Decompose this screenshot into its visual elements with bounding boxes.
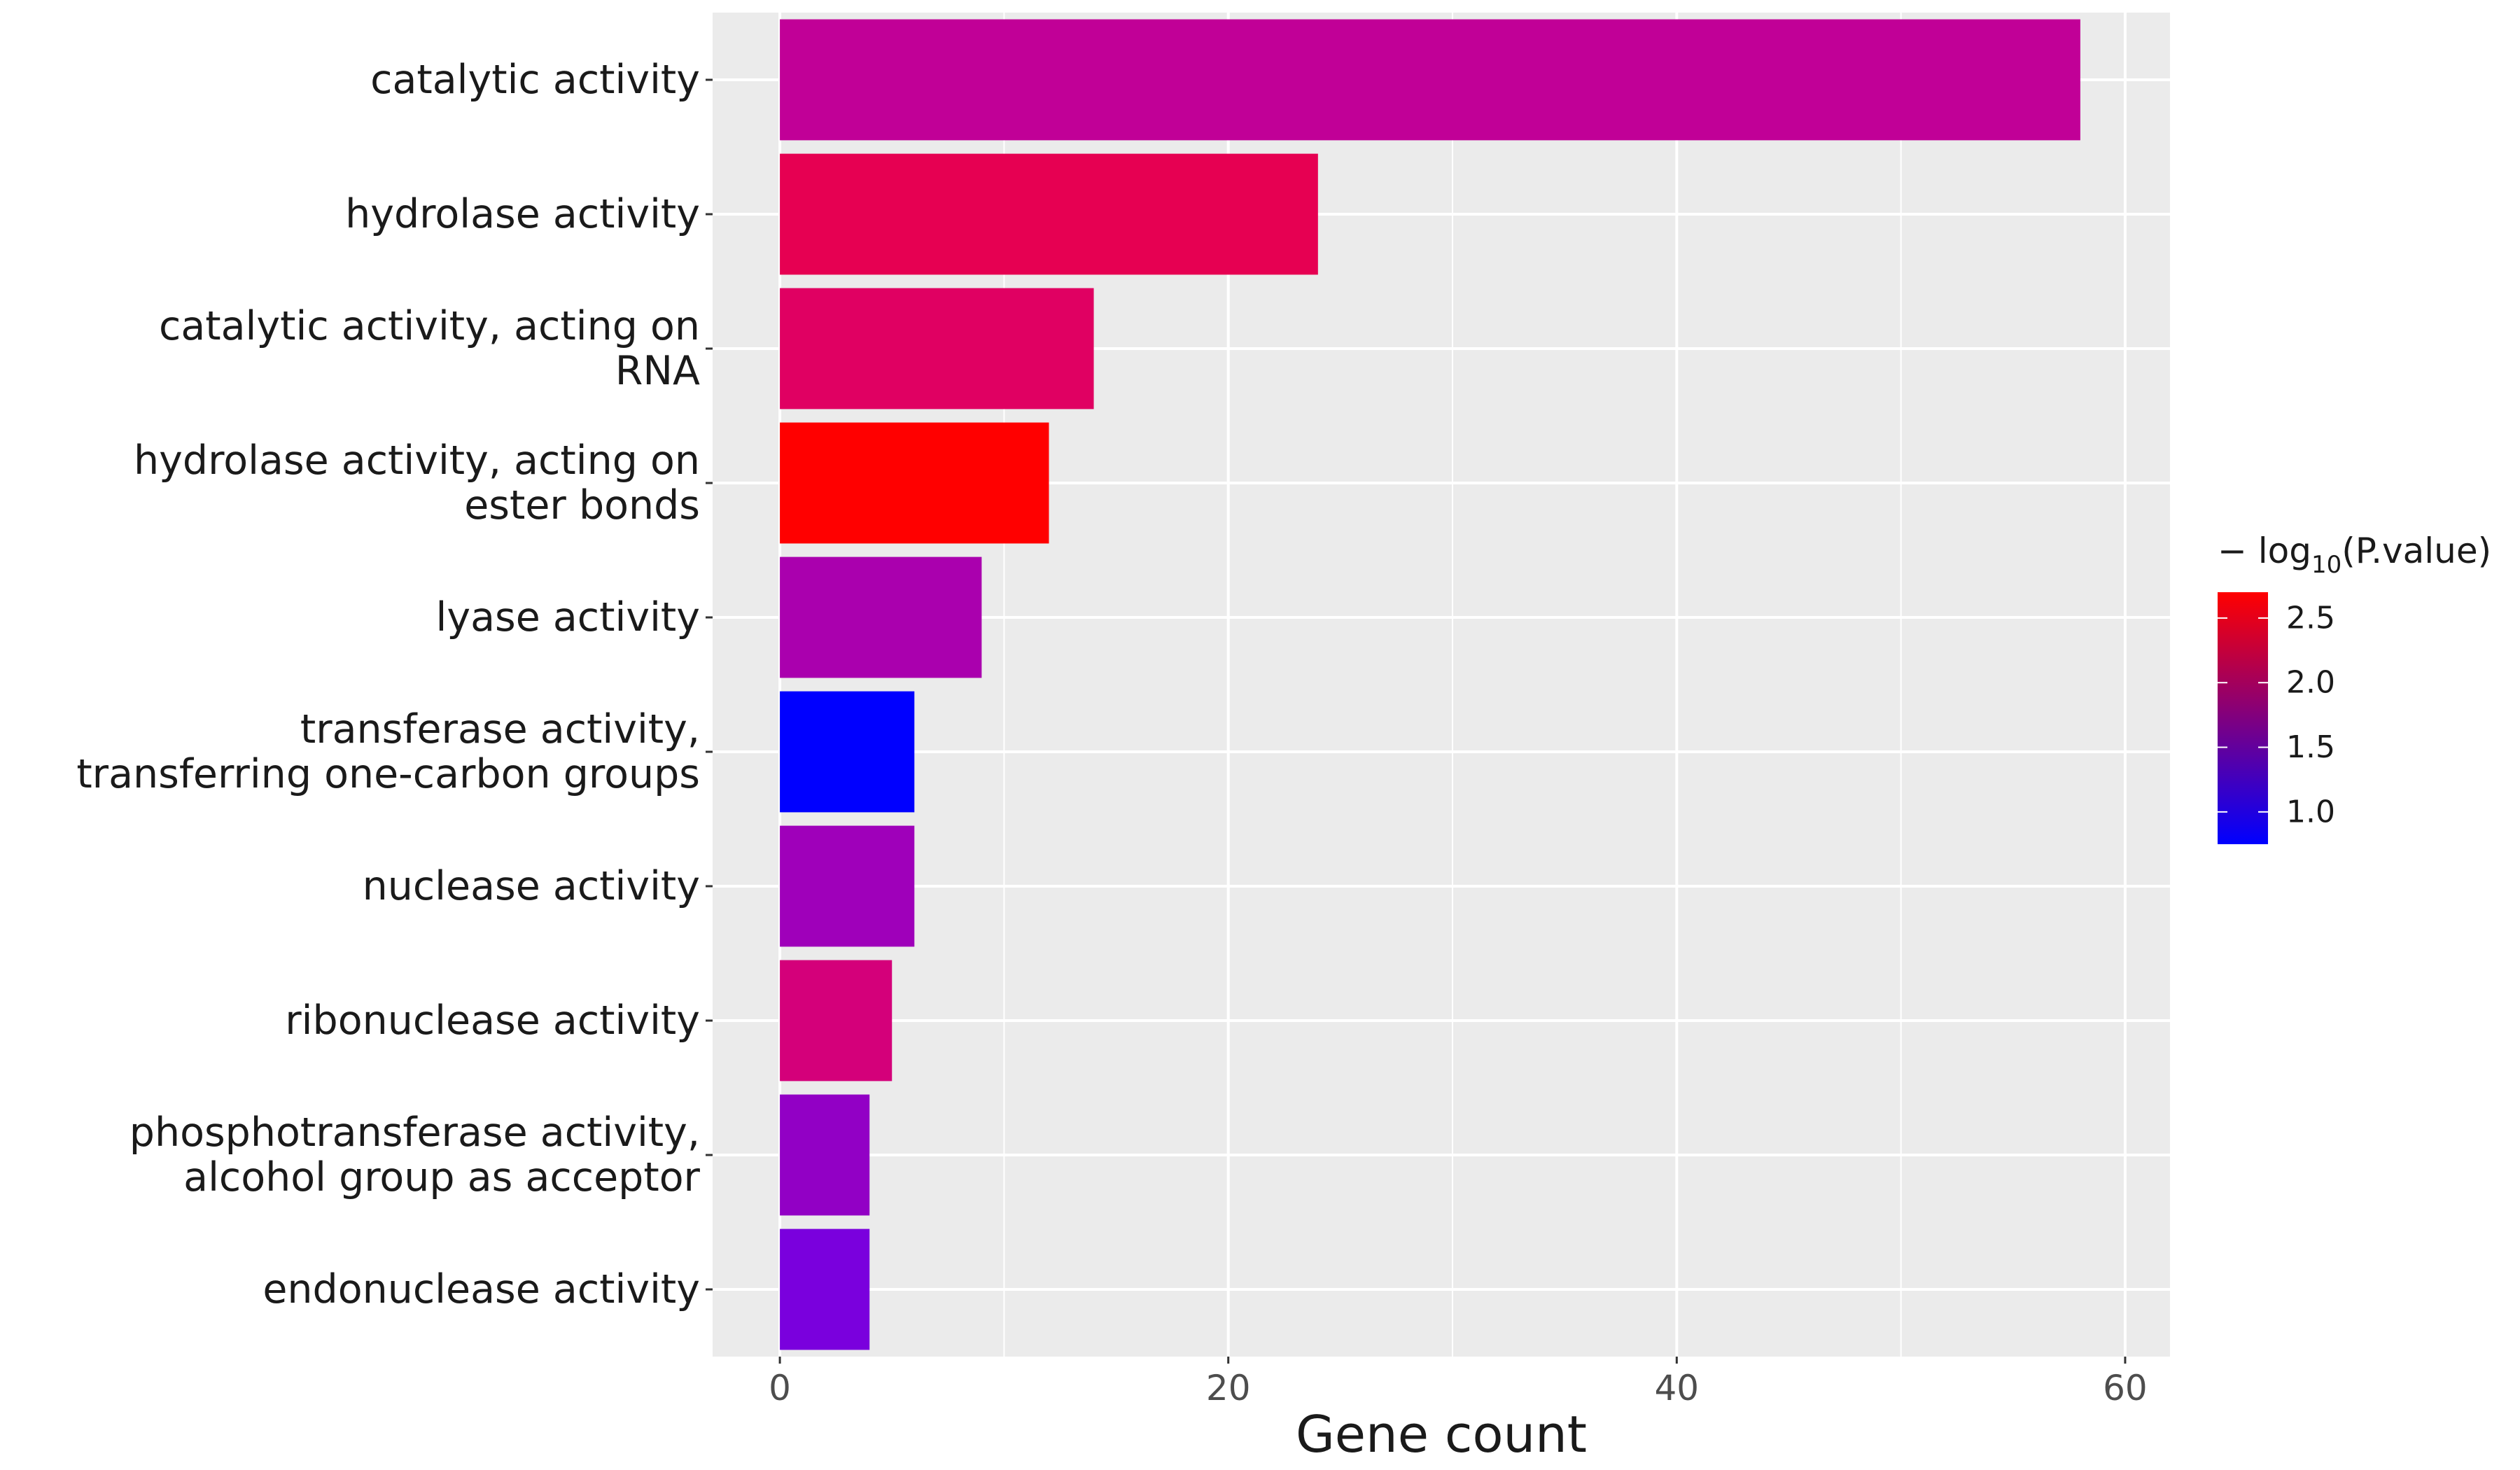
legend-tick-label: 2.0 [2286, 665, 2335, 701]
legend-title-rest: (P.value) [2342, 531, 2491, 571]
bar [780, 556, 982, 678]
y-tick-label: nuclease activity [363, 863, 700, 909]
bar [780, 1094, 870, 1216]
y-axis: catalytic activity hydrolase activity cata… [76, 57, 713, 1312]
legend-tick-label: 2.5 [2286, 600, 2335, 636]
x-tick-label: 20 [1206, 1368, 1251, 1408]
legend-title: − log10(P.value) [2218, 531, 2491, 579]
y-tick-label: hydrolase activity, acting on ester bonds [134, 438, 700, 528]
legend-title-main: − log [2218, 531, 2311, 571]
bar [780, 422, 1049, 544]
bar [780, 825, 915, 947]
bar [780, 19, 2080, 141]
legend-tick-label: 1.0 [2286, 794, 2335, 830]
y-tick-label: ribonuclease activity [285, 997, 700, 1044]
legend-title-sub: 10 [2311, 551, 2342, 579]
bar [780, 153, 1318, 275]
bar [780, 1228, 870, 1350]
y-tick-label: catalytic activity, acting on RNA [159, 303, 700, 394]
legend-tick-label: 1.5 [2286, 729, 2335, 765]
x-tick-label: 40 [1655, 1368, 1700, 1408]
x-tick-label: 0 [769, 1368, 791, 1408]
x-tick-label: 60 [2103, 1368, 2148, 1408]
y-tick-label: phosphotransferase activity, alcohol grou… [130, 1110, 701, 1200]
color-legend: − log10(P.value) 1.0 1.5 2.0 2.5 [2218, 531, 2491, 844]
y-tick-label: catalytic activity [370, 57, 700, 103]
x-axis-label: Gene count [1296, 1405, 1587, 1464]
y-tick-label: transferase activity, transferring one-ca… [76, 706, 700, 797]
bar [780, 960, 892, 1082]
y-tick-label: lyase activity [436, 594, 701, 640]
bars [780, 19, 2080, 1350]
y-tick-label: hydrolase activity [345, 191, 700, 237]
legend-ticks: 1.0 1.5 2.0 2.5 [2218, 600, 2335, 830]
y-tick-label: endonuclease activity [262, 1266, 700, 1312]
x-axis: 0 20 40 60 [769, 1357, 2148, 1408]
colorbar [2218, 592, 2268, 844]
bar [780, 691, 915, 813]
bar [780, 288, 1094, 410]
